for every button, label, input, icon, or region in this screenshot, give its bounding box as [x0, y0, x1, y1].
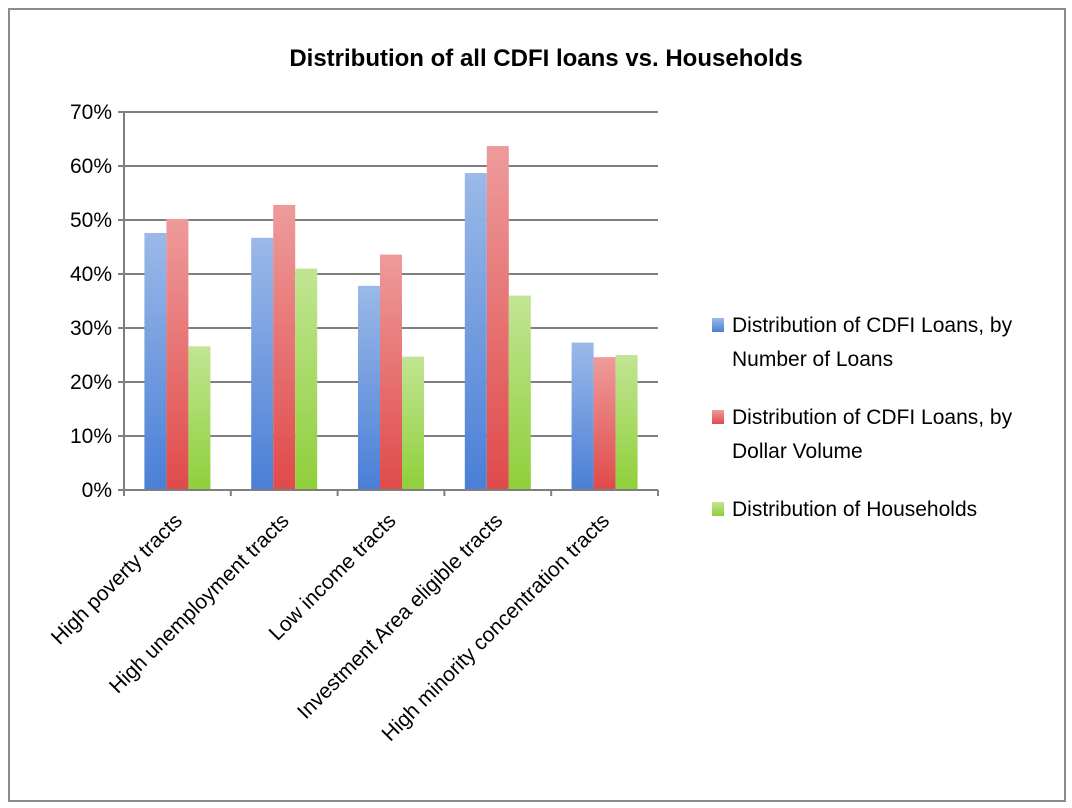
- bar: [615, 355, 638, 490]
- bar: [508, 295, 531, 490]
- bar: [273, 204, 296, 490]
- bar: [464, 173, 487, 490]
- bar: [486, 146, 509, 490]
- bar: [251, 237, 274, 490]
- y-tick-label: 0%: [82, 479, 112, 502]
- x-category-label: High unemployment tracts: [105, 509, 294, 698]
- bar: [144, 232, 167, 490]
- bar: [571, 342, 594, 490]
- y-tick-label: 10%: [70, 425, 112, 448]
- bar: [358, 285, 380, 490]
- legend-entry-label: Number of Loans: [732, 348, 893, 371]
- y-tick-label: 30%: [70, 317, 112, 340]
- chart-title: Distribution of all CDFI loans vs. House…: [289, 45, 802, 72]
- bar: [166, 218, 189, 491]
- legend-swatch: [712, 318, 724, 332]
- gridlines: [124, 111, 658, 437]
- y-tick-label: 50%: [70, 209, 112, 232]
- y-tick-label: 20%: [70, 371, 112, 394]
- bar: [593, 357, 616, 490]
- bar: [380, 254, 402, 490]
- y-tick-label: 70%: [70, 101, 112, 124]
- bar: [188, 346, 211, 490]
- bar: [402, 356, 424, 490]
- legend-entry-label: Distribution of Households: [732, 498, 977, 521]
- legend-entry-label: Distribution of CDFI Loans, by: [732, 314, 1013, 337]
- y-tick-labels: 0% 10% 20% 30% 40% 50% 60% 70%: [70, 101, 112, 502]
- y-tick-label: 40%: [70, 263, 112, 286]
- legend-swatch: [712, 410, 724, 424]
- legend-entry-label: Dollar Volume: [732, 440, 863, 463]
- legend-swatch: [712, 502, 724, 516]
- x-category-label: High minority concentration tracts: [378, 509, 615, 746]
- bars: [144, 146, 638, 491]
- y-tick-label: 60%: [70, 155, 112, 178]
- legend-entry-label: Distribution of CDFI Loans, by: [732, 406, 1013, 429]
- axes: [118, 111, 659, 496]
- legend: Distribution of CDFI Loans, by Number of …: [712, 314, 1013, 521]
- x-category-label: Investment Area eligible tracts: [293, 509, 507, 723]
- bar: [295, 268, 318, 490]
